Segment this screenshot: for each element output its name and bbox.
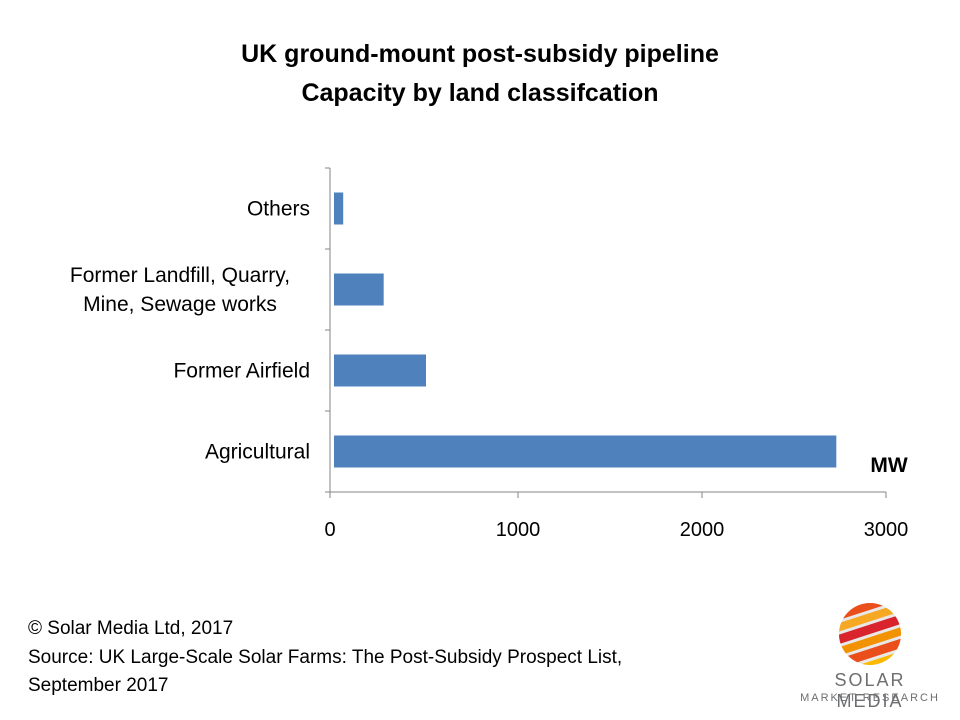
- bar: [334, 273, 384, 306]
- logo-subtitle: MARKET RESEARCH: [800, 692, 940, 704]
- bar: [334, 435, 837, 468]
- unit-label: MW: [870, 454, 907, 477]
- logo-name: SOLAR MEDIA: [834, 670, 906, 711]
- category-label-line: Others: [247, 198, 310, 221]
- category-label-line: Agricultural: [205, 441, 310, 464]
- category-label: Former Airfield: [173, 360, 310, 383]
- bar: [334, 192, 344, 225]
- x-tick-label: 1000: [496, 519, 541, 541]
- category-label-line: Former Landfill, Quarry,: [70, 264, 290, 287]
- solar-media-logo: SOLAR MEDIA MARKET RESEARCH: [800, 600, 940, 711]
- chart-title: UK ground-mount post-subsidy pipeline: [241, 40, 719, 68]
- category-label: Former Landfill, Quarry, Mine, Sewage wor…: [70, 264, 290, 316]
- category-label-line: Mine, Sewage works: [83, 293, 277, 316]
- copyright-text: © Solar Media Ltd, 2017: [28, 618, 234, 639]
- bar: [334, 354, 426, 387]
- source-text-line1: Source: UK Large-Scale Solar Farms: The …: [28, 647, 623, 668]
- striped-sphere-icon: [839, 603, 901, 665]
- bar-chart: 0 1000 2000 3000 Agricultural Former Airfield…: [70, 167, 909, 541]
- category-label: Agricultural: [205, 441, 310, 464]
- x-tick-label: 2000: [680, 519, 725, 541]
- x-tick-label: 3000: [864, 519, 909, 541]
- chart-subtitle: Capacity by land classifcation: [301, 79, 659, 107]
- category-label-line: Former Airfield: [173, 360, 310, 383]
- x-tick-label: 0: [324, 519, 335, 541]
- source-text-line2: September 2017: [28, 675, 169, 696]
- category-label: Others: [247, 198, 310, 221]
